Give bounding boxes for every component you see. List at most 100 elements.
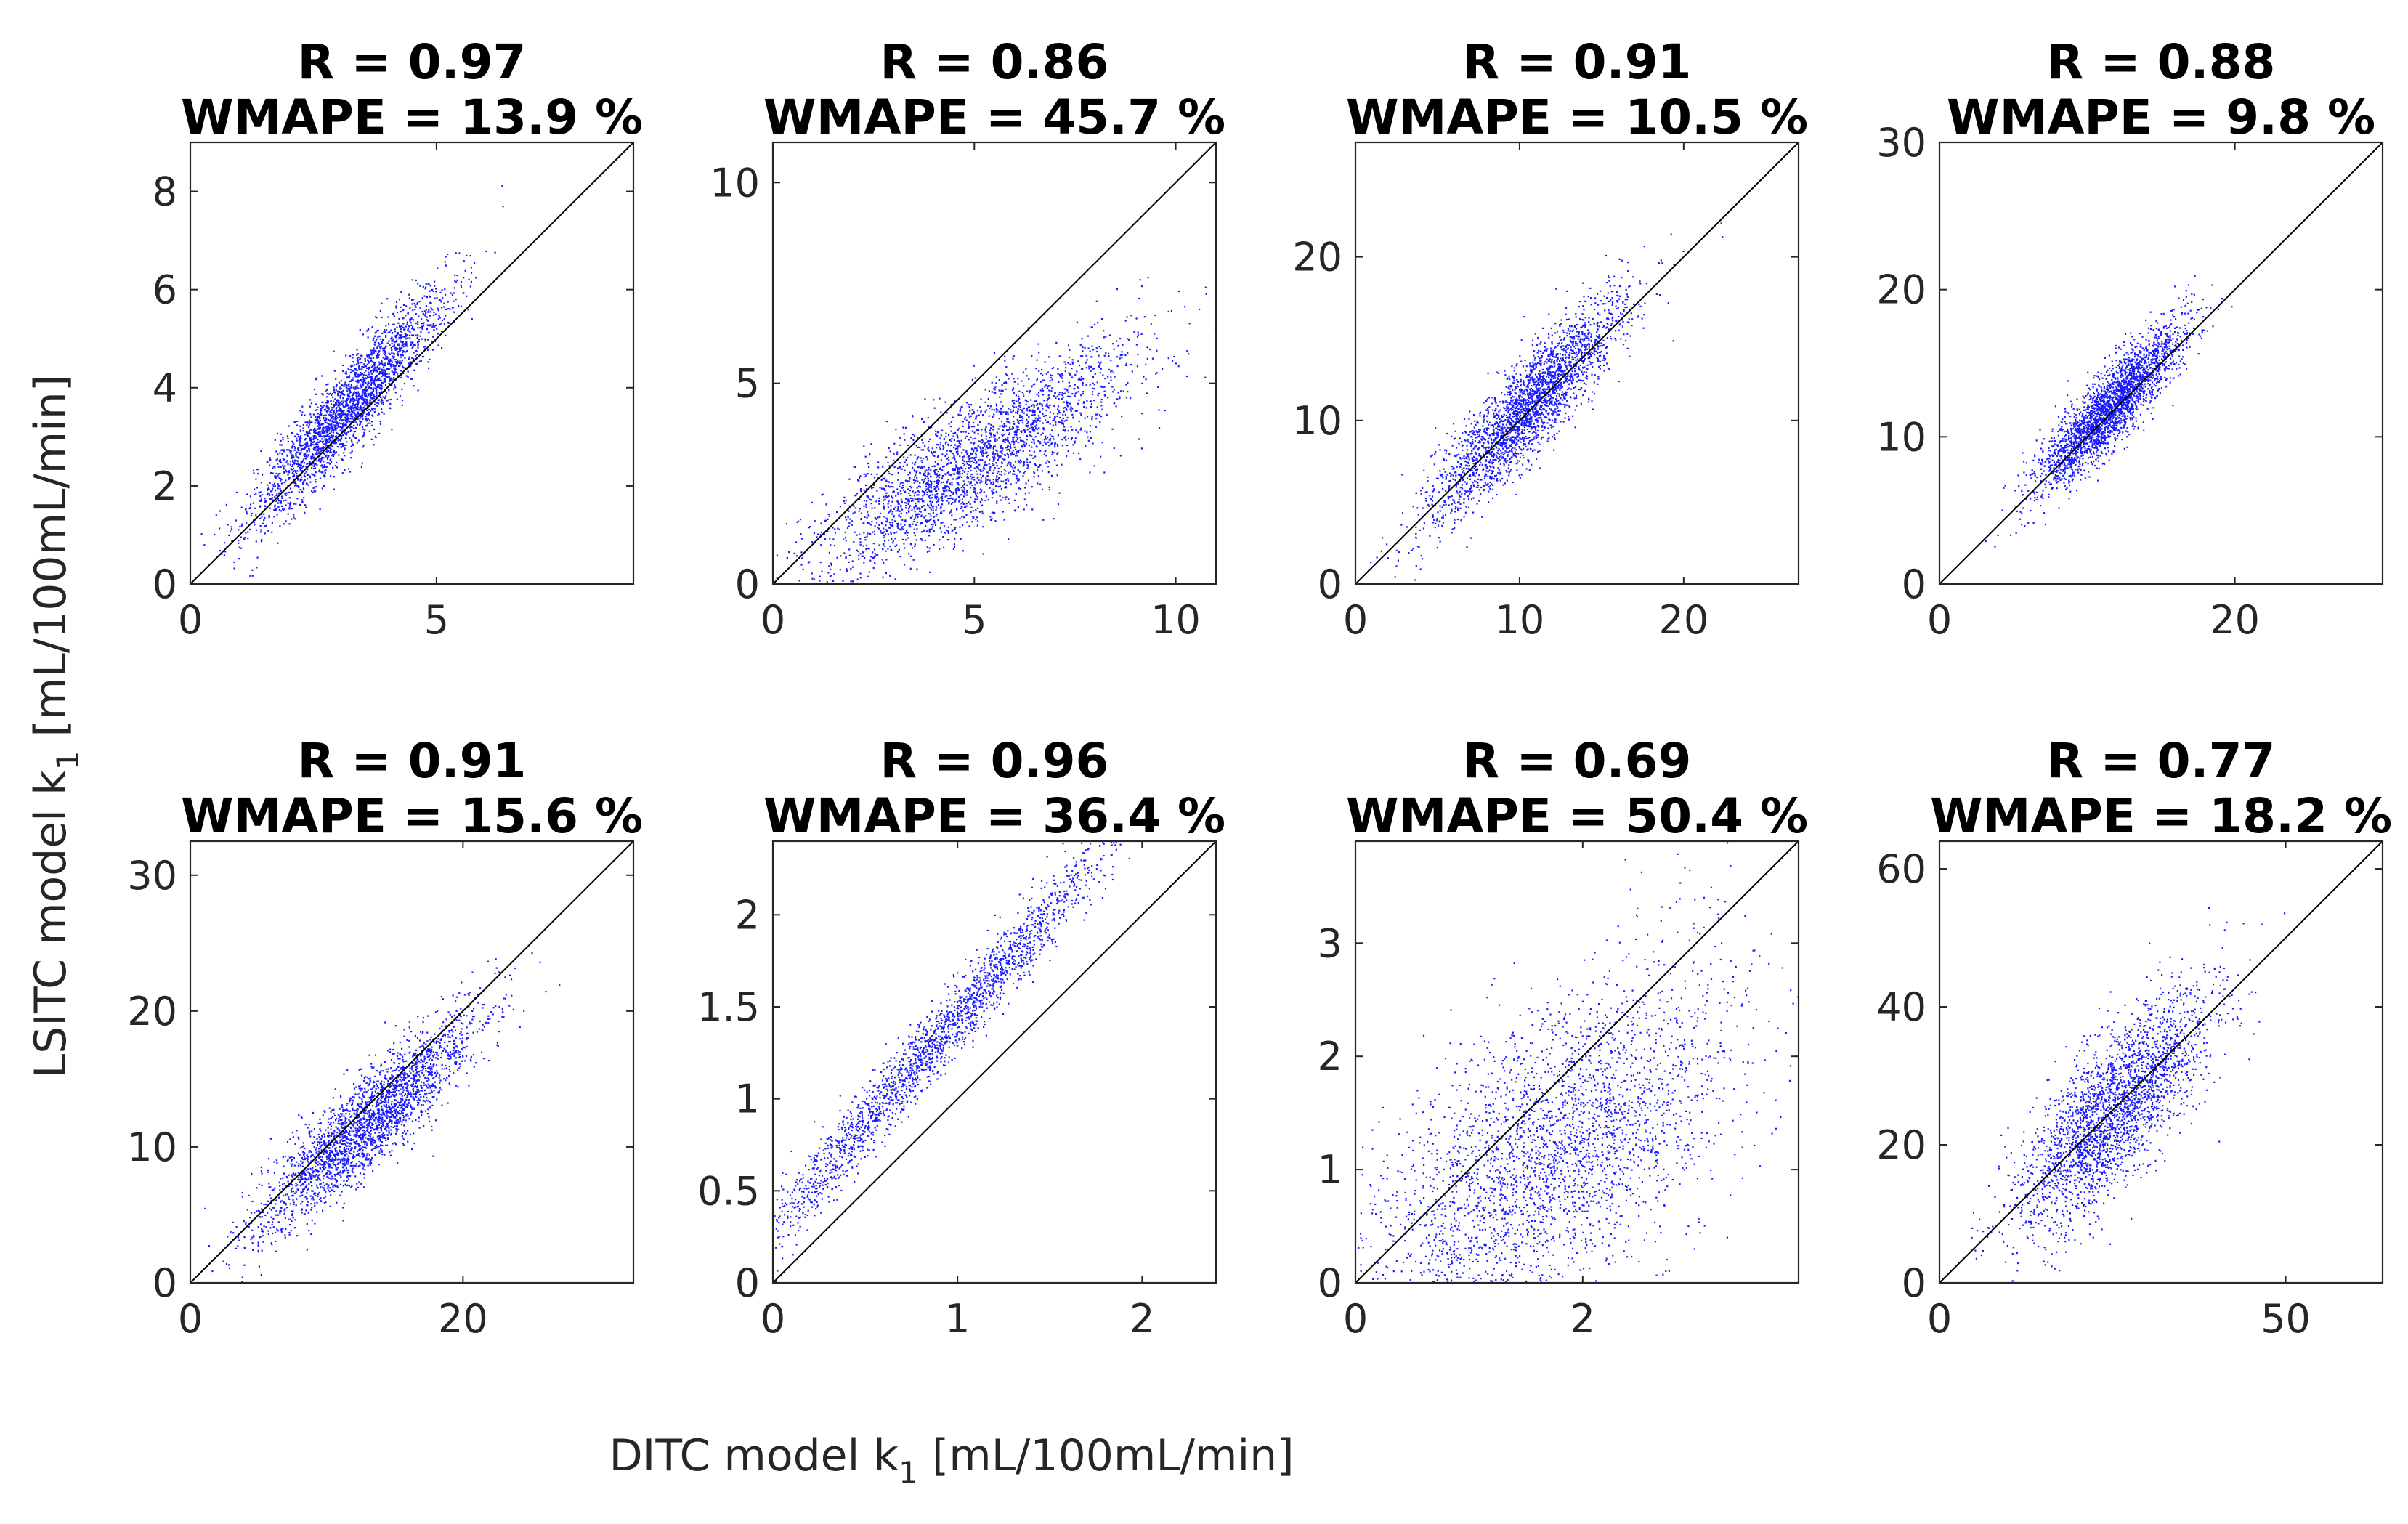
data-point xyxy=(934,465,936,468)
data-point xyxy=(1008,538,1010,540)
data-point xyxy=(385,357,387,360)
data-point xyxy=(308,445,310,447)
data-point xyxy=(973,487,975,489)
data-point xyxy=(361,395,363,397)
data-point xyxy=(335,404,337,407)
data-point xyxy=(301,411,304,413)
data-point xyxy=(349,355,352,357)
data-point xyxy=(976,492,979,494)
data-point xyxy=(390,338,392,340)
data-point xyxy=(330,409,333,411)
data-point xyxy=(905,530,908,532)
data-point xyxy=(328,432,331,434)
data-point xyxy=(910,543,912,546)
data-point xyxy=(937,500,939,503)
data-point xyxy=(354,388,356,390)
data-point xyxy=(309,437,312,439)
data-point xyxy=(374,379,376,381)
data-point xyxy=(357,401,359,403)
data-point xyxy=(1049,439,1051,442)
data-point xyxy=(981,512,984,514)
data-point xyxy=(369,399,371,401)
data-point xyxy=(335,389,337,392)
data-point xyxy=(312,474,315,476)
data-point xyxy=(883,495,885,498)
data-point xyxy=(988,463,990,465)
data-point xyxy=(1005,496,1008,498)
data-point xyxy=(1008,421,1010,423)
data-point xyxy=(441,307,443,309)
data-point xyxy=(1002,434,1004,437)
data-point xyxy=(295,483,297,485)
data-point xyxy=(854,531,856,533)
data-point xyxy=(441,346,443,349)
data-point xyxy=(959,475,961,478)
data-point xyxy=(368,414,370,416)
data-point xyxy=(304,472,306,474)
data-point xyxy=(1043,400,1045,402)
data-point xyxy=(1031,454,1033,457)
data-point xyxy=(399,347,401,349)
data-point xyxy=(1017,506,1019,508)
data-point xyxy=(941,466,944,468)
data-point xyxy=(393,356,395,358)
data-point xyxy=(378,335,381,337)
data-point xyxy=(1052,424,1054,426)
data-point xyxy=(914,470,916,472)
data-point xyxy=(318,441,320,443)
data-point xyxy=(304,439,306,441)
data-point xyxy=(1061,397,1063,400)
data-point xyxy=(931,483,933,485)
data-point xyxy=(402,346,405,348)
data-point xyxy=(315,418,317,421)
data-point xyxy=(996,500,998,503)
data-point xyxy=(293,475,296,477)
data-point xyxy=(930,475,932,477)
data-point xyxy=(866,535,868,538)
data-point xyxy=(349,391,352,393)
data-point xyxy=(946,463,949,465)
data-point xyxy=(1013,441,1016,443)
data-point xyxy=(970,475,972,477)
data-point xyxy=(960,487,962,489)
data-point xyxy=(979,473,981,475)
data-point xyxy=(1056,415,1058,417)
data-point xyxy=(954,468,957,470)
data-point xyxy=(344,449,346,451)
data-point xyxy=(972,516,974,518)
data-point xyxy=(332,455,334,457)
data-point xyxy=(926,546,928,548)
data-point xyxy=(979,458,981,461)
data-point xyxy=(283,471,285,474)
data-point xyxy=(341,472,344,474)
data-point xyxy=(370,376,373,378)
data-point xyxy=(954,400,956,402)
data-point xyxy=(984,464,986,466)
data-point xyxy=(973,431,976,434)
data-point xyxy=(309,432,311,434)
data-point xyxy=(890,531,892,533)
data-point xyxy=(470,280,472,283)
data-point xyxy=(331,455,333,457)
data-point xyxy=(1136,365,1139,368)
data-point xyxy=(1039,442,1042,445)
data-point xyxy=(944,455,946,458)
data-point xyxy=(989,458,991,461)
data-point xyxy=(1092,368,1094,370)
data-point xyxy=(400,353,402,356)
data-point xyxy=(349,471,352,473)
data-point xyxy=(316,431,318,434)
data-point xyxy=(975,462,977,464)
data-point xyxy=(895,429,897,431)
data-point xyxy=(360,405,362,407)
data-point xyxy=(325,440,327,442)
data-point xyxy=(351,441,353,443)
data-point xyxy=(299,468,301,470)
data-point xyxy=(1002,480,1005,482)
data-point xyxy=(381,342,384,344)
data-point xyxy=(325,442,328,445)
data-point xyxy=(1067,430,1069,432)
data-point xyxy=(345,400,347,402)
data-point xyxy=(328,426,331,429)
data-point xyxy=(974,458,976,461)
